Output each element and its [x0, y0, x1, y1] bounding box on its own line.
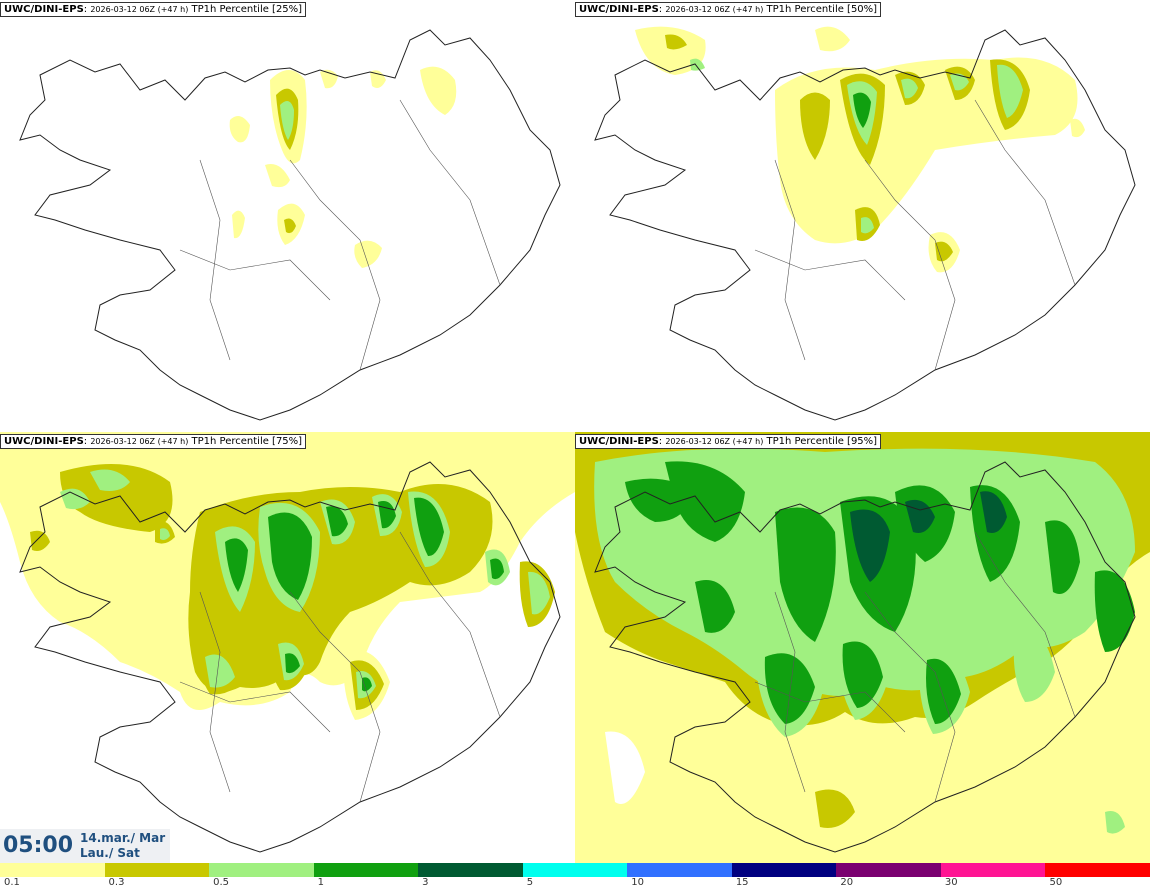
valid-time: 05:00 [3, 833, 74, 858]
colorbar-tick-label: 10 [631, 877, 644, 888]
colorbar-tick-label: 20 [840, 877, 854, 888]
map-panel-75: UWC/DINI-EPS: 2026-03-12 06Z (+47 h) TP1… [0, 432, 575, 864]
colorbar-segment [0, 863, 105, 877]
iceland-coastline [19, 29, 561, 421]
panel-title: UWC/DINI-EPS: 2026-03-12 06Z (+47 h) TP1… [575, 434, 882, 449]
colorbar-segment [836, 863, 941, 877]
precip-map [575, 432, 1150, 864]
colorbar-tick-label: 1 [317, 877, 324, 888]
colorbar-segment [522, 863, 628, 877]
panel-title: UWC/DINI-EPS: 2026-03-12 06Z (+47 h) TP1… [0, 2, 307, 17]
valid-date: 14.mar./ Mar Lau./ Sat [80, 831, 165, 861]
panel-title: UWC/DINI-EPS: 2026-03-12 06Z (+47 h) TP1… [575, 2, 882, 17]
colorbar-segment [1045, 863, 1150, 877]
region-borders [179, 531, 501, 803]
iceland-coastline [594, 461, 1136, 853]
precip-fill [575, 432, 1150, 864]
precip-map [594, 26, 1136, 421]
map-panel-95: UWC/DINI-EPS: 2026-03-12 06Z (+47 h) TP1… [575, 432, 1150, 864]
precip-fill [229, 66, 457, 268]
colorbar-tick-label: 5 [526, 877, 534, 888]
region-borders [179, 99, 501, 371]
colorbar-segment [627, 863, 732, 877]
colorbar-tick-label: 15 [735, 877, 749, 888]
colorbar-tick-label: 3 [422, 877, 429, 888]
colorbar-tick-label: 0.5 [213, 877, 229, 888]
valid-date-line1: 14.mar./ Mar [80, 831, 166, 845]
precip-map [19, 29, 561, 421]
region-borders [754, 99, 1076, 371]
iceland-coastline [19, 461, 561, 853]
colorbar-segment [209, 863, 314, 877]
colorbar-tick-label: 50 [1049, 877, 1063, 888]
colorbar-tick-label: 30 [944, 877, 958, 888]
region-borders [754, 531, 1076, 803]
colorbar-segment [940, 863, 1046, 877]
valid-date-line2: Lau./ Sat [80, 846, 140, 860]
valid-time-box: 05:00 14.mar./ Mar Lau./ Sat [0, 829, 170, 863]
colorbar [0, 863, 1150, 877]
precip-fill [635, 26, 1085, 273]
iceland-coastline [594, 29, 1136, 421]
map-panel-25: UWC/DINI-EPS: 2026-03-12 06Z (+47 h) TP1… [0, 0, 575, 432]
colorbar-segment [313, 863, 419, 877]
colorbar-segment [104, 863, 210, 877]
precip-map [0, 432, 575, 853]
map-panel-50: UWC/DINI-EPS: 2026-03-12 06Z (+47 h) TP1… [575, 0, 1150, 432]
colorbar-segment [418, 863, 523, 877]
panel-title: UWC/DINI-EPS: 2026-03-12 06Z (+47 h) TP1… [0, 434, 307, 449]
precip-fill [0, 432, 575, 720]
colorbar-ticks: 0.1 0.3 0.5 1 3 5 10 15 20 30 50 [0, 877, 1150, 891]
colorbar-tick-label: 0.3 [108, 877, 125, 888]
colorbar-segment [731, 863, 837, 877]
colorbar-tick-label: 0.1 [4, 877, 20, 888]
